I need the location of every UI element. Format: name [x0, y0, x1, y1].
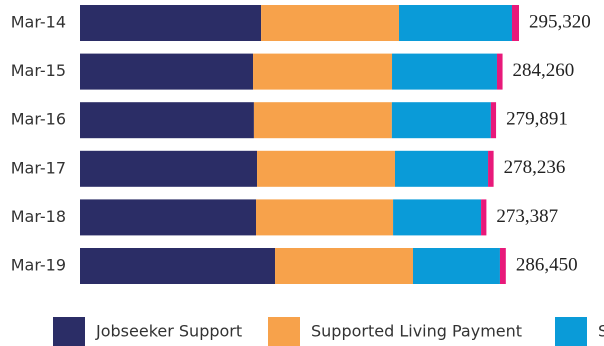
bar-segment: [80, 199, 257, 236]
category-label: Mar-18: [11, 207, 66, 226]
bar-segment: [257, 150, 395, 187]
bar-segment: [80, 53, 254, 90]
total-label: 284,260: [513, 60, 575, 81]
category-label: Mar-15: [11, 61, 66, 80]
bar-segment: [399, 5, 512, 41]
bar-segment: [253, 102, 392, 139]
category-label: Mar-14: [11, 13, 66, 32]
category-label: Mar-17: [11, 158, 66, 177]
total-label: 286,450: [516, 254, 578, 275]
bar-segment: [80, 5, 262, 41]
bar-segment: [511, 5, 519, 41]
bar-segment: [80, 150, 258, 187]
bar-segment: [490, 102, 497, 139]
total-label: 278,236: [504, 157, 566, 178]
category-label: Mar-16: [11, 110, 66, 129]
legend-label: Sole Parent Support: [598, 322, 604, 341]
bar-segment: [80, 102, 254, 139]
legend-label: Jobseeker Support: [95, 322, 242, 341]
legend-label: Supported Living Payment: [311, 322, 522, 341]
legend-swatch: [555, 317, 587, 346]
bar-segment: [391, 102, 491, 139]
bar-segment: [261, 5, 400, 41]
bar-segment: [481, 199, 487, 236]
legend-swatch: [53, 317, 85, 346]
legend-swatch: [268, 317, 300, 346]
bar-segment: [392, 53, 497, 90]
bar-segment: [256, 199, 394, 236]
bar-segment: [393, 199, 482, 236]
bar-segment: [499, 248, 506, 284]
bar-segment: [412, 248, 500, 284]
category-label: Mar-19: [11, 256, 66, 275]
bar-segment: [488, 150, 494, 187]
bar-segment: [394, 150, 489, 187]
total-label: 279,891: [506, 109, 568, 130]
total-label: 273,387: [496, 206, 558, 227]
bar-segment: [275, 248, 413, 284]
total-label: 295,320: [529, 11, 591, 32]
bar-segment: [253, 53, 393, 90]
bar-segment: [80, 248, 276, 284]
bar-segment: [496, 53, 503, 90]
